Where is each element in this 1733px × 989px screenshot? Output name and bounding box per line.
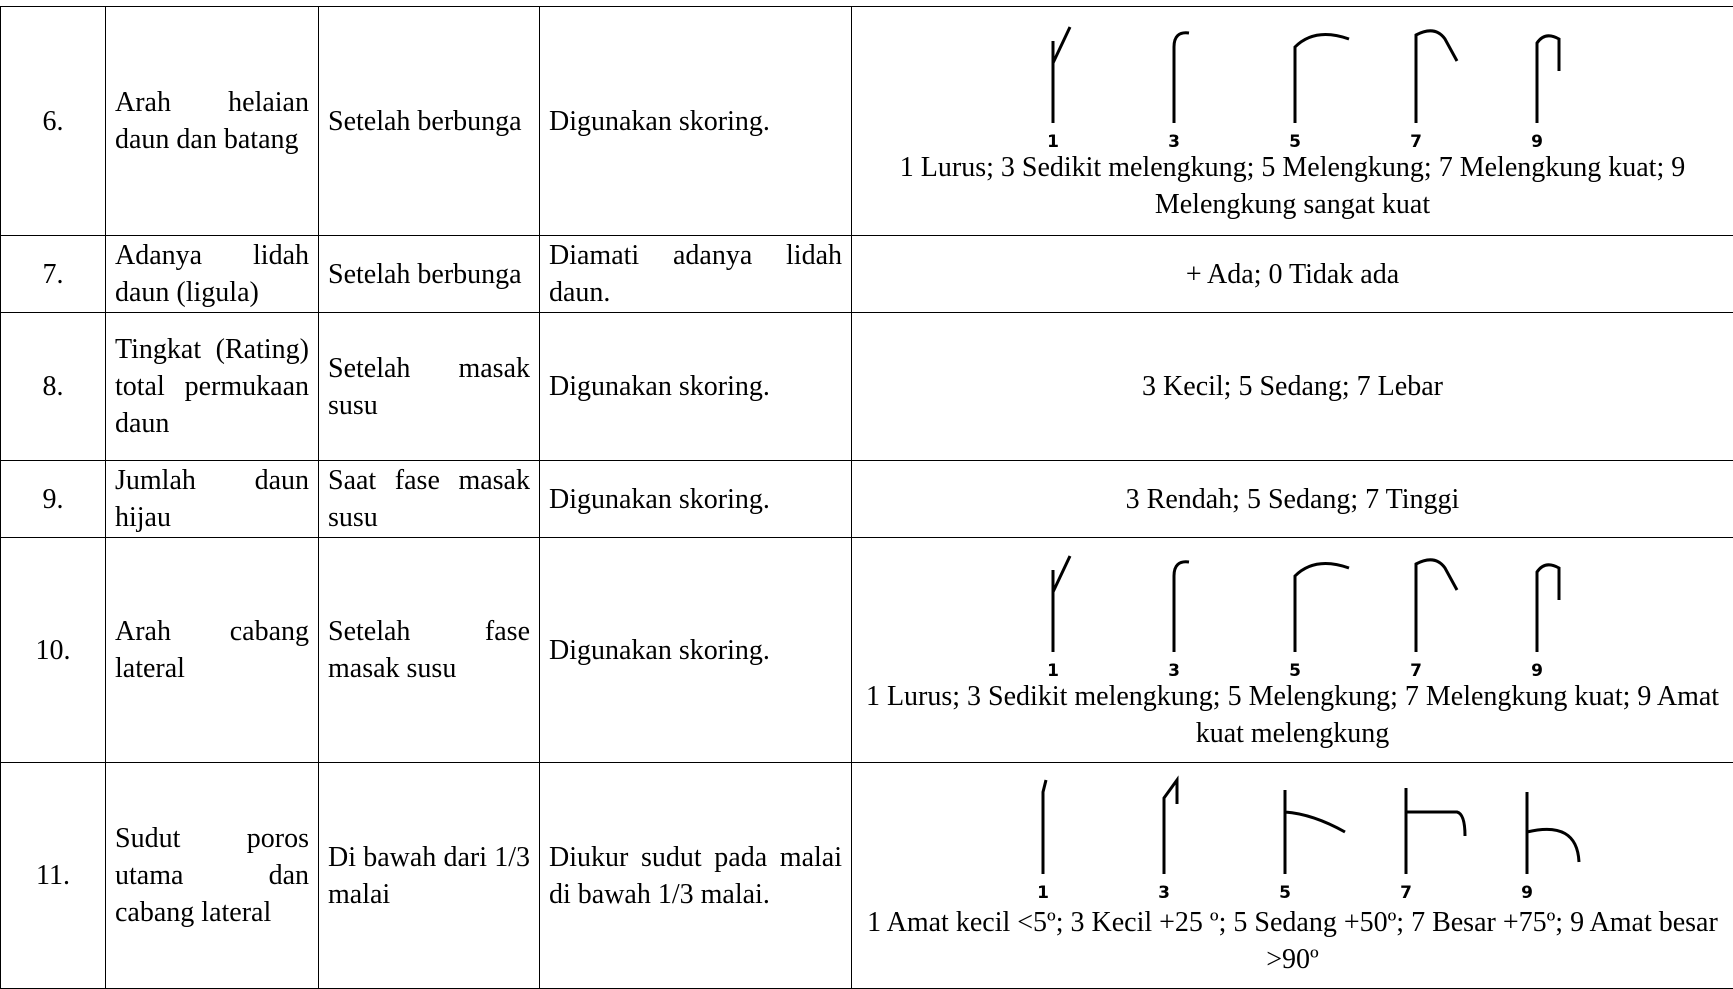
cell: + Ada; 0 Tidak ada (852, 236, 1733, 313)
figure-label: 3 (1168, 132, 1180, 149)
figure-label: 5 (1289, 132, 1301, 149)
cell: Diamati adanya lidah daun. (540, 236, 852, 313)
cell: Saat fase masak susu (319, 461, 540, 538)
cell: Sudut poros utama dan cabang lateral (106, 763, 319, 989)
cell: Di bawah dari 1/3 malai (319, 763, 540, 989)
figure-label: 9 (1531, 132, 1543, 149)
figure-label: 9 (1531, 661, 1543, 678)
row: 7. Adanya lidah daun (ligula) Setelah be… (1, 236, 1733, 313)
scale-text: 1 Amat kecil <5º; 3 Kecil +25 º; 5 Sedan… (858, 904, 1727, 978)
cell: Setelah masak susu (319, 313, 540, 461)
scale-text: 1 Lurus; 3 Sedikit melengkung; 5 Melengk… (858, 678, 1727, 752)
figure: 1 3 5 7 9 (983, 774, 1603, 904)
cell: Digunakan skoring. (540, 313, 852, 461)
cell: 1 3 5 7 9 1 Lurus; 3 Sedikit melengkung;… (852, 538, 1733, 763)
cell: 8. (1, 313, 106, 461)
figure-label: 9 (1521, 883, 1533, 903)
cell: Digunakan skoring. (540, 538, 852, 763)
cell: 1 3 5 7 9 1 Lurus; 3 Sedikit melengkung;… (852, 7, 1733, 236)
figure-label: 7 (1410, 132, 1422, 149)
figure: 1 3 5 7 9 (993, 548, 1593, 678)
cell: Arah cabang lateral (106, 538, 319, 763)
cell: Diukur sudut pada malai di bawah 1/3 mal… (540, 763, 852, 989)
figure-label: 5 (1289, 661, 1301, 678)
figure-label: 7 (1400, 883, 1412, 903)
cell: 10. (1, 538, 106, 763)
figure-label: 1 (1037, 883, 1049, 903)
cell: Setelah berbunga (319, 236, 540, 313)
scale-text: 1 Lurus; 3 Sedikit melengkung; 5 Melengk… (858, 149, 1727, 223)
figure-label: 3 (1158, 883, 1170, 903)
cell: Digunakan skoring. (540, 7, 852, 236)
cell: Setelah fase masak susu (319, 538, 540, 763)
row: 9. Jumlah daun hijau Saat fase masak sus… (1, 461, 1733, 538)
cell: Arah helaian daun dan batang (106, 7, 319, 236)
cell: 9. (1, 461, 106, 538)
cell: 3 Kecil; 5 Sedang; 7 Lebar (852, 313, 1733, 461)
trait-table: 6. Arah helaian daun dan batang Setelah … (0, 6, 1733, 989)
cell: Tingkat (Rating) total permukaan daun (106, 313, 319, 461)
row: 11. Sudut poros utama dan cabang lateral… (1, 763, 1733, 989)
row: 10. Arah cabang lateral Setelah fase mas… (1, 538, 1733, 763)
figure-label: 3 (1168, 661, 1180, 678)
row: 8. Tingkat (Rating) total permukaan daun… (1, 313, 1733, 461)
cell: Jumlah daun hijau (106, 461, 319, 538)
cell: Adanya lidah daun (ligula) (106, 236, 319, 313)
figure: 1 3 5 7 9 (993, 19, 1593, 149)
cell: Digunakan skoring. (540, 461, 852, 538)
figure-label: 1 (1047, 661, 1059, 678)
figure-label: 7 (1410, 661, 1422, 678)
cell: 7. (1, 236, 106, 313)
cell: 1 3 5 7 9 1 Amat kecil <5º; 3 Kecil +25 … (852, 763, 1733, 989)
cell: 6. (1, 7, 106, 236)
cell: 11. (1, 763, 106, 989)
row: 6. Arah helaian daun dan batang Setelah … (1, 7, 1733, 236)
cell: Setelah berbunga (319, 7, 540, 236)
figure-label: 1 (1047, 132, 1059, 149)
figure-label: 5 (1279, 883, 1291, 903)
cell: 3 Rendah; 5 Sedang; 7 Tinggi (852, 461, 1733, 538)
